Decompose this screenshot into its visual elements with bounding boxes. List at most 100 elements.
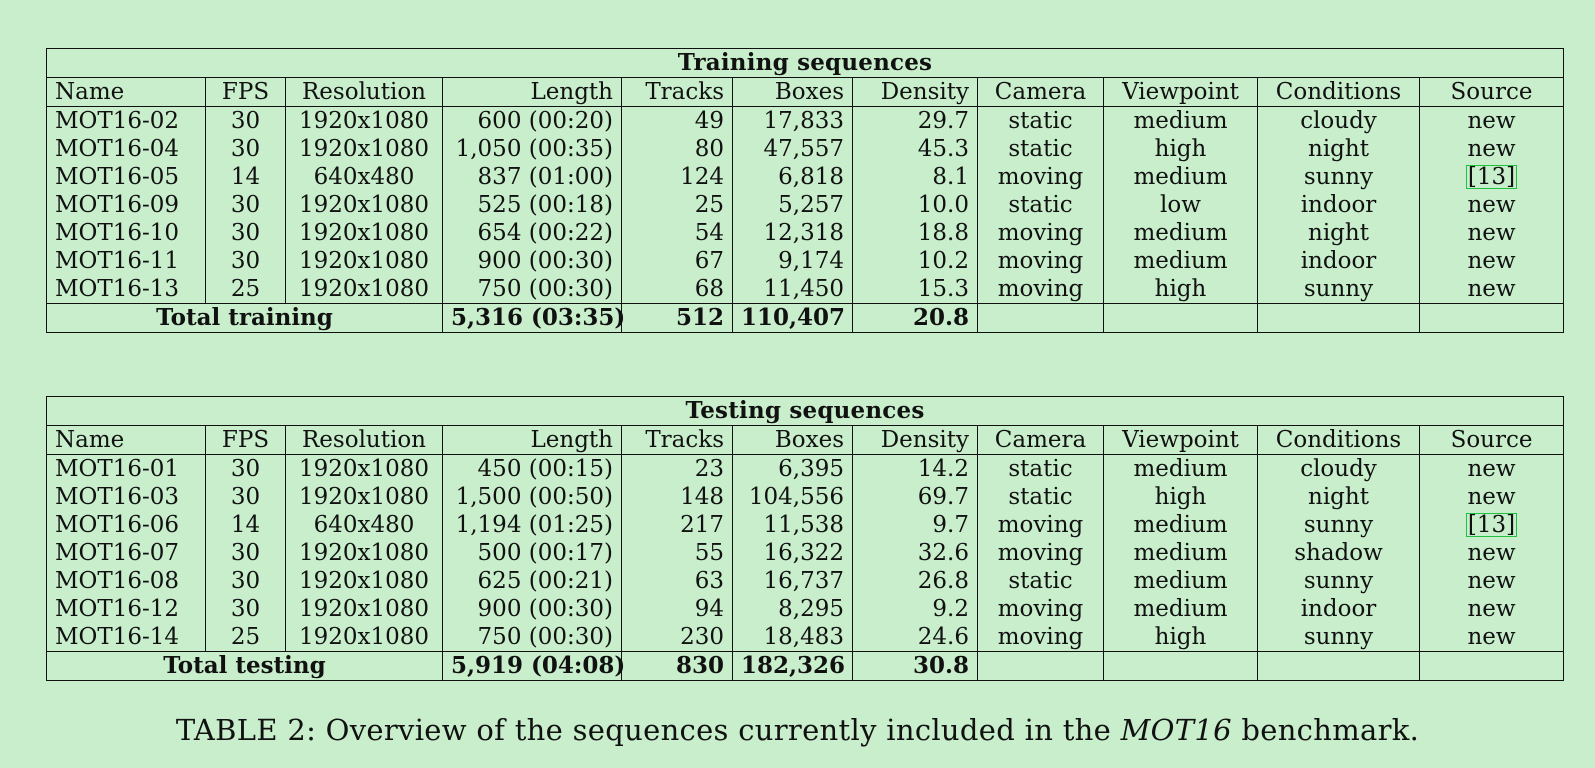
cell-density: 10.0	[852, 191, 978, 219]
cell-name: MOT16-04	[46, 135, 206, 163]
cell-resolution: 1920x1080	[285, 106, 443, 135]
cell-length: 900 (00:30)	[442, 247, 622, 275]
cell-viewpoint: high	[1103, 275, 1258, 304]
cell-boxes: 18,483	[732, 623, 853, 652]
table-row: MOT16-14 25 1920x1080 750 (00:30) 230 18,483 2…	[46, 623, 1565, 652]
cell-camera: moving	[977, 163, 1104, 191]
total-boxes: 110,407	[732, 303, 853, 333]
empty-cell	[977, 303, 1104, 333]
column-header: Source	[1418, 425, 1565, 455]
cell-camera: moving	[977, 275, 1104, 304]
cell-name: MOT16-03	[46, 483, 206, 511]
table-row: MOT16-02 30 1920x1080 600 (00:20) 49 17,833 29…	[46, 106, 1565, 135]
cell-viewpoint: medium	[1103, 511, 1258, 539]
cell-source: new	[1418, 623, 1565, 652]
cell-name: MOT16-07	[46, 539, 206, 567]
cell-length: 1,500 (00:50)	[442, 483, 622, 511]
table-row: MOT16-05 14 640x480 837 (01:00) 124 6,818 8.1 m…	[46, 163, 1565, 191]
cell-name: MOT16-06	[46, 511, 206, 539]
cell-resolution: 1920x1080	[285, 567, 443, 595]
cell-conditions: sunny	[1257, 163, 1420, 191]
cell-source: new	[1418, 135, 1565, 163]
table-caption: TABLE 2: Overview of the sequences curre…	[0, 712, 1595, 748]
cell-resolution: 1920x1080	[285, 135, 443, 163]
cell-boxes: 11,538	[732, 511, 853, 539]
cell-conditions: night	[1257, 135, 1420, 163]
table-row: MOT16-04 30 1920x1080 1,050 (00:35) 80 47,557…	[46, 135, 1565, 163]
cell-name: MOT16-10	[46, 219, 206, 247]
cell-viewpoint: high	[1103, 623, 1258, 652]
cell-viewpoint: medium	[1103, 163, 1258, 191]
cell-boxes: 6,818	[732, 163, 853, 191]
cell-resolution: 1920x1080	[285, 595, 443, 623]
cell-boxes: 11,450	[732, 275, 853, 304]
cell-viewpoint: high	[1103, 135, 1258, 163]
cell-source: new	[1418, 539, 1565, 567]
cell-density: 14.2	[852, 454, 978, 483]
cell-length: 1,194 (01:25)	[442, 511, 622, 539]
cell-source: new	[1418, 106, 1565, 135]
cell-resolution: 1920x1080	[285, 191, 443, 219]
table-body: MOT16-02 30 1920x1080 600 (00:20) 49 17,833 29…	[46, 106, 1565, 304]
cell-fps: 30	[205, 539, 286, 567]
cell-fps: 30	[205, 247, 286, 275]
table-title: Training sequences	[45, 48, 1565, 78]
cell-boxes: 5,257	[732, 191, 853, 219]
total-label: Total training	[46, 303, 443, 333]
citation-link[interactable]: [13]	[1465, 512, 1518, 538]
column-header: Length	[442, 425, 622, 455]
cell-boxes: 16,737	[732, 567, 853, 595]
cell-fps: 25	[205, 623, 286, 652]
cell-density: 15.3	[852, 275, 978, 304]
cell-viewpoint: high	[1103, 483, 1258, 511]
column-header: Camera	[977, 77, 1104, 107]
empty-cell	[1257, 651, 1420, 681]
cell-tracks: 68	[621, 275, 733, 304]
column-header: Tracks	[621, 425, 733, 455]
empty-cell	[1103, 303, 1258, 333]
table-body: MOT16-01 30 1920x1080 450 (00:15) 23 6,395 14.…	[46, 454, 1565, 652]
column-header: Boxes	[732, 425, 853, 455]
table-title: Testing sequences	[45, 396, 1565, 426]
cell-conditions: sunny	[1257, 567, 1420, 595]
citation-link[interactable]: [13]	[1465, 164, 1518, 190]
cell-fps: 30	[205, 595, 286, 623]
cell-boxes: 8,295	[732, 595, 853, 623]
cell-fps: 25	[205, 275, 286, 304]
cell-camera: moving	[977, 247, 1104, 275]
column-header: Conditions	[1257, 77, 1420, 107]
column-header: Resolution	[285, 425, 443, 455]
column-header: Length	[442, 77, 622, 107]
cell-resolution: 1920x1080	[285, 247, 443, 275]
cell-fps: 14	[205, 511, 286, 539]
column-header: Density	[852, 425, 978, 455]
cell-camera: moving	[977, 219, 1104, 247]
cell-tracks: 67	[621, 247, 733, 275]
empty-cell	[1103, 651, 1258, 681]
cell-fps: 30	[205, 567, 286, 595]
total-row: Total training 5,316 (03:35) 512 110,407…	[46, 303, 1565, 333]
cell-viewpoint: medium	[1103, 454, 1258, 483]
cell-boxes: 16,322	[732, 539, 853, 567]
caption-prefix: TABLE 2: Overview of the sequences curre…	[175, 713, 1112, 747]
empty-cell	[1257, 303, 1420, 333]
testing-table: Testing sequences Name FPS Resolution Le…	[45, 396, 1565, 681]
column-header: FPS	[205, 77, 286, 107]
cell-source: new	[1418, 275, 1565, 304]
cell-camera: static	[977, 135, 1104, 163]
cell-boxes: 6,395	[732, 454, 853, 483]
cell-boxes: 12,318	[732, 219, 853, 247]
table-row: MOT16-10 30 1920x1080 654 (00:22) 54 12,318 18…	[46, 219, 1565, 247]
cell-conditions: shadow	[1257, 539, 1420, 567]
cell-conditions: sunny	[1257, 275, 1420, 304]
cell-density: 26.8	[852, 567, 978, 595]
cell-viewpoint: medium	[1103, 567, 1258, 595]
empty-cell	[977, 651, 1104, 681]
column-header: Resolution	[285, 77, 443, 107]
cell-source: new	[1418, 191, 1565, 219]
cell-camera: static	[977, 567, 1104, 595]
cell-camera: static	[977, 191, 1104, 219]
cell-viewpoint: medium	[1103, 595, 1258, 623]
cell-fps: 30	[205, 106, 286, 135]
total-density: 20.8	[852, 303, 978, 333]
